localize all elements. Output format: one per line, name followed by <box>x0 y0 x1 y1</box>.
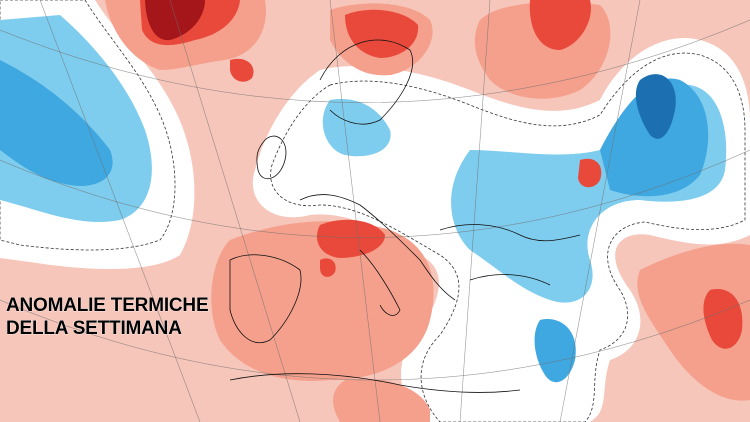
caption-line: ANOMALIE TERMICHE <box>6 295 208 316</box>
cold-area-europe <box>252 38 750 422</box>
caption-line: DELLA SETTIMANA <box>6 318 182 339</box>
cold-area-atlantic <box>0 0 195 270</box>
coastlines <box>229 39 581 393</box>
warm-areas <box>105 0 750 422</box>
